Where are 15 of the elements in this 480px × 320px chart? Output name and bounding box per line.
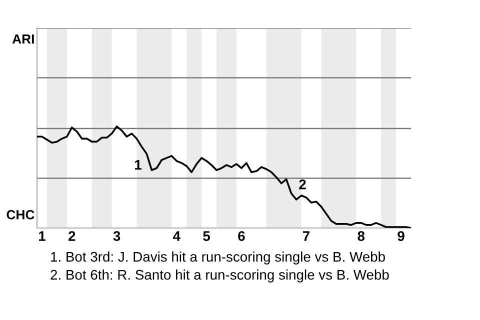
- x-tick-label: 3: [113, 231, 120, 241]
- text: 1. Bot 3rd: J. Davis hit a run-scoring single vs B. Webb: [51, 252, 385, 264]
- annotation: 1: [134, 160, 142, 170]
- x-tick-label: 1: [39, 231, 46, 241]
- x-tick-label: 8: [358, 231, 365, 241]
- text: 2. Bot 6th: R. Santo hit a run-scoring single vs B. Webb: [50, 270, 389, 282]
- x-tick-label: 2: [68, 231, 76, 241]
- x-tick-label: 7: [303, 231, 310, 241]
- text: ARI: [12, 34, 34, 44]
- text: CHC: [6, 210, 34, 220]
- x-tick-label: 4: [172, 231, 180, 241]
- x-tick-label: 5: [203, 231, 210, 241]
- x-tick-label: 9: [398, 231, 404, 241]
- annotation: 2: [299, 179, 306, 190]
- x-tick-label: 6: [238, 231, 245, 241]
